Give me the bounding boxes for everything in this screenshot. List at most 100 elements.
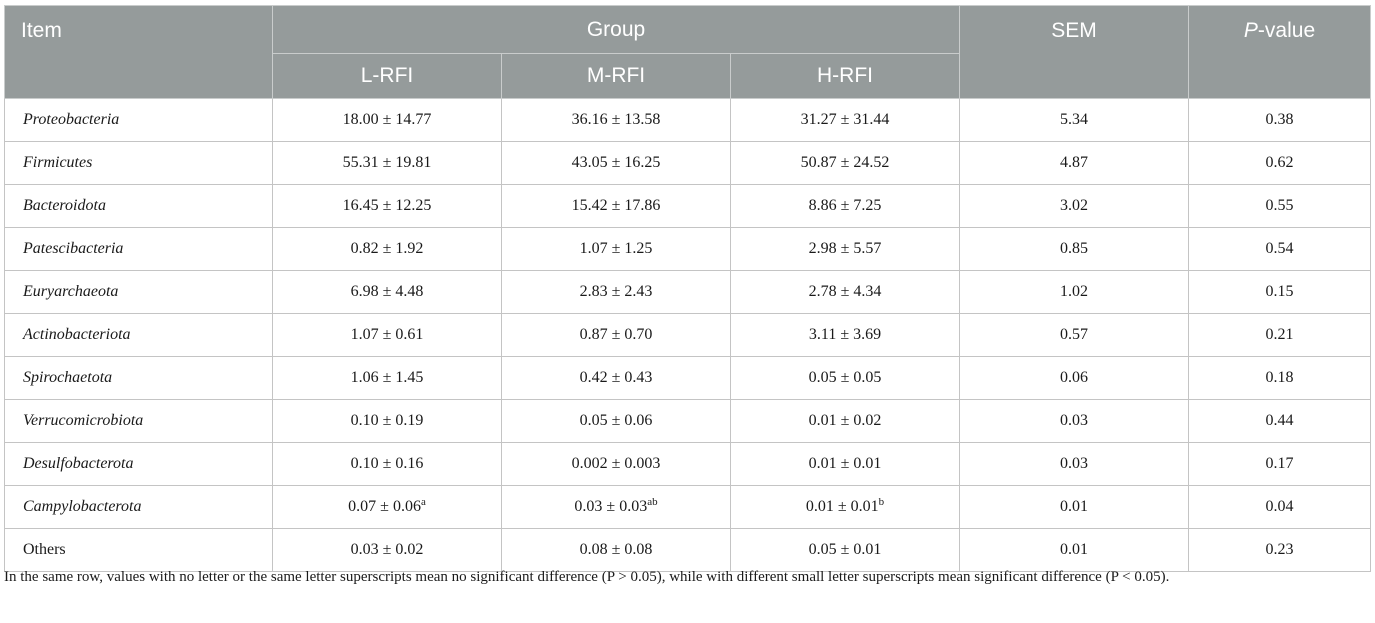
- cell-item-text: Desulfobacterota: [23, 455, 134, 472]
- table-row: Patescibacteria 0.82 ± 1.92 1.07 ± 1.25 2.9…: [4, 227, 1372, 271]
- cell-item-text: Actinobacteriota: [23, 326, 131, 343]
- cell-m-rfi-text: 15.42 ± 17.86: [571, 197, 661, 214]
- header-p-letter: P: [1243, 19, 1258, 42]
- cell-item: Campylobacterota: [4, 485, 273, 529]
- cell-l-rfi: 55.31 ± 19.81: [272, 141, 502, 185]
- cell-p-value-text: 0.62: [1265, 154, 1294, 171]
- cell-p-value-text: 0.38: [1265, 111, 1294, 128]
- cell-l-rfi: 6.98 ± 4.48: [272, 270, 502, 314]
- cell-item: Spirochaetota: [4, 356, 273, 400]
- cell-l-rfi: 16.45 ± 12.25: [272, 184, 502, 228]
- cell-l-rfi: 0.07 ± 0.06a: [272, 485, 502, 529]
- cell-p-value-text: 0.23: [1265, 541, 1294, 558]
- cell-h-rfi-text: 0.01 ± 0.01: [808, 455, 882, 472]
- cell-h-rfi-text: 8.86 ± 7.25: [808, 197, 882, 214]
- cell-h-rfi-text: 3.11 ± 3.69: [808, 326, 882, 343]
- cell-l-rfi-text: 0.03 ± 0.02: [350, 541, 424, 558]
- cell-p-value: 0.38: [1188, 98, 1372, 142]
- cell-h-rfi-text: 50.87 ± 24.52: [800, 154, 890, 171]
- cell-sem: 4.87: [959, 141, 1190, 185]
- cell-p-value: 0.18: [1188, 356, 1372, 400]
- cell-p-value-text: 0.15: [1265, 283, 1294, 300]
- data-table-container: Item Group SEM P-value L-RFI M-RFI H-RFI…: [4, 5, 1372, 572]
- cell-l-rfi: 0.10 ± 0.16: [272, 442, 502, 486]
- cell-h-rfi: 50.87 ± 24.52: [729, 141, 961, 185]
- cell-l-rfi-text: 1.07 ± 0.61: [350, 326, 424, 343]
- cell-m-rfi-text: 0.08 ± 0.08: [579, 541, 653, 558]
- cell-sem-text: 0.03: [1060, 455, 1089, 472]
- cell-m-rfi: 15.42 ± 17.86: [501, 184, 731, 228]
- table-row: Verrucomicrobiota 0.10 ± 0.19 0.05 ± 0.06 0…: [4, 399, 1372, 443]
- cell-item-text: Bacteroidota: [23, 197, 106, 214]
- cell-p-value: 0.54: [1188, 227, 1372, 271]
- table-row: Campylobacterota 0.07 ± 0.06a 0.03 ± 0.03a…: [4, 485, 1372, 529]
- cell-m-rfi: 0.05 ± 0.06: [501, 399, 731, 443]
- cell-h-rfi: 0.05 ± 0.01: [729, 528, 961, 572]
- cell-l-rfi: 18.00 ± 14.77: [272, 98, 502, 142]
- cell-m-rfi: 0.87 ± 0.70: [501, 313, 731, 357]
- cell-l-rfi-text: 6.98 ± 4.48: [350, 283, 424, 300]
- cell-p-value-text: 0.44: [1265, 412, 1294, 429]
- cell-sem-text: 5.34: [1060, 111, 1089, 128]
- cell-m-rfi-text: 36.16 ± 13.58: [571, 111, 661, 128]
- cell-p-value: 0.21: [1188, 313, 1372, 357]
- cell-h-rfi-text: 0.01 ± 0.01: [805, 498, 879, 515]
- cell-sem: 1.02: [959, 270, 1190, 314]
- cell-item-text: Euryarchaeota: [23, 283, 119, 300]
- table-row: Bacteroidota 16.45 ± 12.25 15.42 ± 17.86 8.…: [4, 184, 1372, 228]
- cell-h-rfi-superscript: b: [878, 496, 885, 508]
- table-footnote: In the same row, values with no letter o…: [4, 569, 1170, 585]
- cell-l-rfi-text: 0.07 ± 0.06: [348, 498, 421, 515]
- cell-m-rfi-superscript: ab: [647, 496, 658, 508]
- cell-l-rfi: 1.06 ± 1.45: [272, 356, 502, 400]
- cell-h-rfi-text: 31.27 ± 31.44: [800, 111, 890, 128]
- cell-l-rfi-text: 16.45 ± 12.25: [342, 197, 432, 214]
- cell-sem-text: 0.06: [1060, 369, 1089, 386]
- cell-m-rfi: 0.03 ± 0.03ab: [501, 485, 731, 529]
- cell-h-rfi-text: 2.98 ± 5.57: [808, 240, 882, 257]
- cell-m-rfi: 1.07 ± 1.25: [501, 227, 731, 271]
- cell-item-text: Firmicutes: [23, 154, 93, 171]
- cell-l-rfi-text: 0.82 ± 1.92: [350, 240, 424, 257]
- cell-h-rfi: 31.27 ± 31.44: [729, 98, 961, 142]
- table-row: Firmicutes 55.31 ± 19.81 43.05 ± 16.25 50.8…: [4, 141, 1372, 185]
- header-item: Item: [4, 5, 273, 99]
- cell-item: Desulfobacterota: [4, 442, 273, 486]
- cell-item: Others: [4, 528, 273, 572]
- cell-m-rfi-text: 2.83 ± 2.43: [579, 283, 653, 300]
- cell-item-text: Proteobacteria: [23, 111, 120, 128]
- cell-p-value: 0.62: [1188, 141, 1372, 185]
- cell-item: Patescibacteria: [4, 227, 273, 271]
- table-row: Actinobacteriota 1.07 ± 0.61 0.87 ± 0.70 3.…: [4, 313, 1372, 357]
- cell-item-text: Verrucomicrobiota: [23, 412, 144, 429]
- cell-m-rfi-text: 43.05 ± 16.25: [571, 154, 661, 171]
- cell-item: Firmicutes: [4, 141, 273, 185]
- cell-item-text: Campylobacterota: [23, 498, 142, 515]
- cell-p-value-text: 0.18: [1265, 369, 1294, 386]
- cell-l-rfi: 0.03 ± 0.02: [272, 528, 502, 572]
- cell-m-rfi: 43.05 ± 16.25: [501, 141, 731, 185]
- header-row-2: L-RFI M-RFI H-RFI: [5, 53, 1371, 99]
- header-group-m-rfi: M-RFI: [501, 53, 731, 99]
- cell-h-rfi: 0.05 ± 0.05: [729, 356, 961, 400]
- cell-m-rfi-text: 0.42 ± 0.43: [579, 369, 653, 386]
- cell-h-rfi: 2.78 ± 4.34: [729, 270, 961, 314]
- cell-h-rfi-text: 0.01 ± 0.02: [808, 412, 882, 429]
- cell-item: Bacteroidota: [4, 184, 273, 228]
- table-row: Others 0.03 ± 0.02 0.08 ± 0.08 0.05 ± 0.01 0…: [4, 528, 1372, 572]
- cell-h-rfi: 2.98 ± 5.57: [729, 227, 961, 271]
- table-row: Proteobacteria 18.00 ± 14.77 36.16 ± 13.58…: [4, 98, 1372, 142]
- header-sem: SEM: [959, 5, 1190, 99]
- cell-item: Verrucomicrobiota: [4, 399, 273, 443]
- cell-m-rfi: 0.002 ± 0.003: [501, 442, 731, 486]
- cell-item: Proteobacteria: [4, 98, 273, 142]
- cell-sem: 0.03: [959, 399, 1190, 443]
- cell-item-text: Spirochaetota: [23, 369, 113, 386]
- cell-h-rfi: 3.11 ± 3.69: [729, 313, 961, 357]
- cell-m-rfi: 36.16 ± 13.58: [501, 98, 731, 142]
- cell-m-rfi: 2.83 ± 2.43: [501, 270, 731, 314]
- header-group: Group: [271, 5, 961, 54]
- cell-p-value-text: 0.17: [1265, 455, 1294, 472]
- cell-m-rfi-text: 0.05 ± 0.06: [579, 412, 653, 429]
- cell-p-value-text: 0.04: [1265, 498, 1294, 515]
